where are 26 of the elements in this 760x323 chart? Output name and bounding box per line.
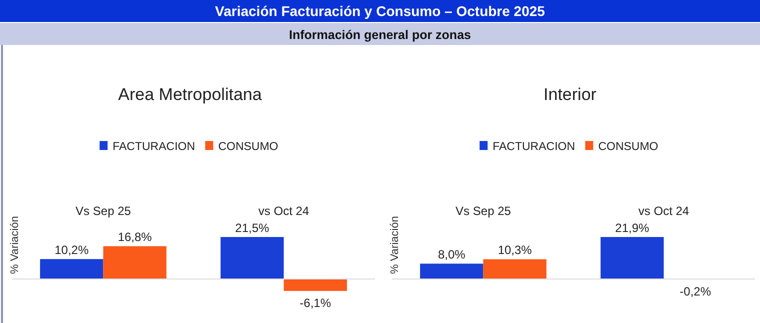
bar [284, 279, 347, 291]
y-axis-title: % Variación [9, 216, 21, 274]
legend-label: CONSUMO [218, 141, 278, 153]
legend-label: FACTURACION [492, 141, 576, 153]
data-label: -0,2% [680, 284, 712, 298]
data-label: -6,1% [300, 296, 332, 310]
data-label: 10,3% [498, 243, 532, 258]
text: Variación Facturación y Consumo – Octubre 2025 [215, 3, 546, 19]
bar [103, 246, 166, 279]
legend-label: CONSUMO [598, 141, 658, 153]
data-label: 10,2% [54, 243, 89, 258]
x-tick-label: vs Oct 24 [638, 204, 690, 218]
x-tick-label: Vs Sep 25 [76, 204, 132, 218]
legend-label: FACTURACION [112, 141, 196, 153]
x-tick-label: Vs Sep 25 [456, 204, 512, 218]
y-axis-title: % Variación [389, 216, 401, 274]
x-tick-label: vs Oct 24 [258, 204, 310, 218]
data-label: 16,8% [118, 230, 152, 244]
chart-title: Area Metropolitana [118, 85, 262, 104]
data-label: 8,0% [438, 248, 466, 262]
text: Información general por zonas [289, 28, 472, 42]
bar [40, 259, 104, 279]
data-label: 21,5% [235, 221, 270, 235]
chart-title: Interior [544, 85, 597, 104]
bar [220, 237, 284, 279]
data-label: 21,9% [615, 221, 650, 235]
